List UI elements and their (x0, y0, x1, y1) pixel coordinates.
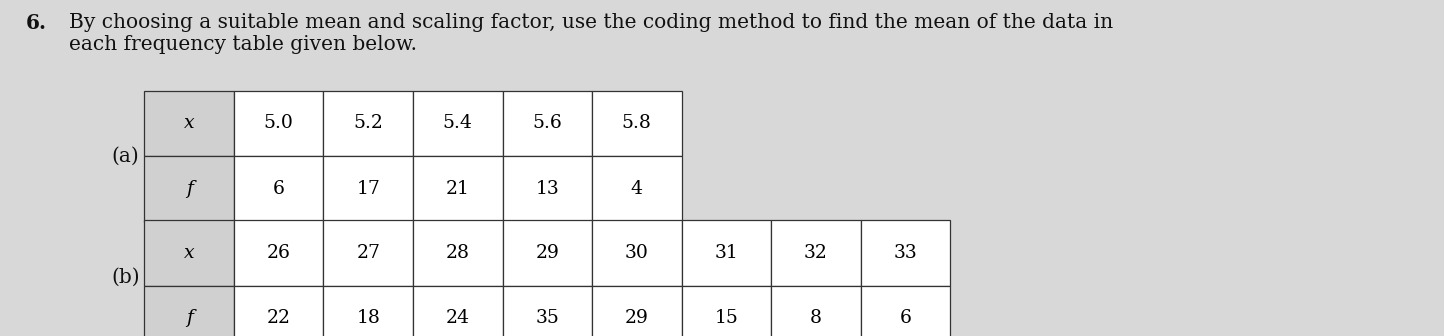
Bar (771, 220, 861, 286)
Text: (a): (a) (111, 147, 139, 166)
Bar (234, 156, 323, 222)
Text: 6: 6 (273, 180, 284, 198)
Text: f: f (186, 309, 192, 327)
Text: 5.2: 5.2 (354, 115, 383, 132)
Bar (861, 286, 950, 336)
Text: (b): (b) (111, 268, 140, 287)
Text: 33: 33 (894, 244, 917, 262)
Text: 4: 4 (631, 180, 643, 198)
Bar (771, 286, 861, 336)
Text: 21: 21 (446, 180, 469, 198)
Bar (682, 286, 771, 336)
Text: 31: 31 (715, 244, 738, 262)
Bar (234, 91, 323, 156)
Bar (234, 220, 323, 286)
Bar (592, 156, 682, 222)
Text: 35: 35 (536, 309, 559, 327)
Bar (503, 286, 592, 336)
Text: 22: 22 (267, 309, 290, 327)
Text: 15: 15 (715, 309, 738, 327)
Text: 27: 27 (357, 244, 380, 262)
Bar (144, 220, 234, 286)
Text: 30: 30 (625, 244, 648, 262)
Bar (682, 220, 771, 286)
Text: 29: 29 (625, 309, 648, 327)
Text: 5.6: 5.6 (533, 115, 562, 132)
Text: f: f (186, 180, 192, 198)
Text: 13: 13 (536, 180, 559, 198)
Bar (144, 156, 234, 222)
Text: 18: 18 (357, 309, 380, 327)
Bar (413, 91, 503, 156)
Text: 17: 17 (357, 180, 380, 198)
Bar (144, 91, 234, 156)
Bar (592, 220, 682, 286)
Bar (413, 156, 503, 222)
Bar (323, 91, 413, 156)
Text: 29: 29 (536, 244, 559, 262)
Text: By choosing a suitable mean and scaling factor, use the coding method to find th: By choosing a suitable mean and scaling … (69, 13, 1113, 33)
Text: 32: 32 (804, 244, 827, 262)
Bar (503, 156, 592, 222)
Bar (144, 286, 234, 336)
Text: 5.0: 5.0 (264, 115, 293, 132)
Bar (861, 220, 950, 286)
Bar (503, 91, 592, 156)
Bar (413, 220, 503, 286)
Bar (592, 91, 682, 156)
Bar (234, 286, 323, 336)
Text: each frequency table given below.: each frequency table given below. (69, 13, 417, 54)
Bar (413, 286, 503, 336)
Text: 6.: 6. (26, 13, 48, 34)
Text: 5.4: 5.4 (443, 115, 472, 132)
Bar (592, 286, 682, 336)
Text: x: x (183, 115, 195, 132)
Text: 8: 8 (810, 309, 822, 327)
Bar (323, 286, 413, 336)
Text: 6: 6 (900, 309, 911, 327)
Bar (323, 156, 413, 222)
Bar (503, 220, 592, 286)
Text: 26: 26 (267, 244, 290, 262)
Text: 28: 28 (446, 244, 469, 262)
Bar (323, 220, 413, 286)
Text: 5.8: 5.8 (622, 115, 651, 132)
Text: 24: 24 (446, 309, 469, 327)
Text: x: x (183, 244, 195, 262)
